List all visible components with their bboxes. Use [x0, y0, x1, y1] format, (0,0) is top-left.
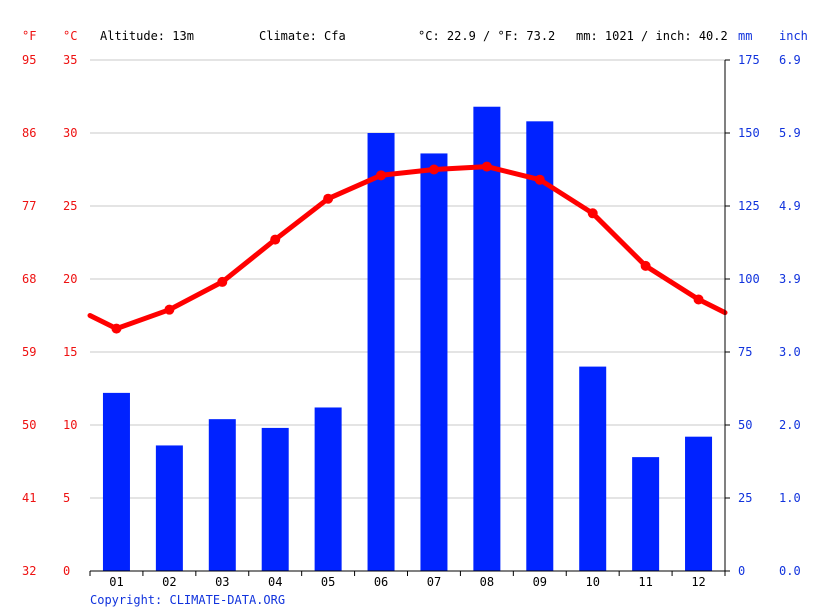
y-tick-label-mm: 0	[738, 564, 745, 578]
x-tick-label: 04	[268, 575, 282, 589]
temperature-line-path	[87, 164, 728, 332]
y-tick-label-celsius: 35	[63, 53, 77, 67]
y-tick-label-mm: 100	[738, 272, 760, 286]
x-tick-label: 06	[374, 575, 388, 589]
y-tick-label-fahrenheit: 41	[22, 491, 36, 505]
y-tick-label-fahrenheit: 50	[22, 418, 36, 432]
x-tick-label: 08	[480, 575, 494, 589]
y-tick-label-celsius: 30	[63, 126, 77, 140]
precipitation-bar	[314, 407, 342, 571]
x-tick-label: 01	[109, 575, 123, 589]
y-tick-label-mm: 75	[738, 345, 752, 359]
temperature-point	[270, 234, 281, 245]
temperature-point	[640, 260, 651, 271]
temperature-point	[481, 161, 492, 172]
y-tick-label-mm: 175	[738, 53, 760, 67]
temperature-point	[217, 276, 228, 287]
precipitation-bar	[261, 427, 289, 571]
temperature-point	[323, 193, 334, 204]
y-tick-label-fahrenheit: 32	[22, 564, 36, 578]
copyright-text: Copyright: CLIMATE-DATA.ORG	[90, 593, 285, 607]
y-tick-label-mm: 25	[738, 491, 752, 505]
temperature-point	[587, 208, 598, 219]
temperature-point	[428, 164, 439, 175]
precipitation-bar	[102, 392, 130, 571]
x-tick-label: 11	[638, 575, 652, 589]
unit-fahrenheit-label: °F	[22, 29, 36, 43]
grid-lines	[90, 59, 725, 499]
y-tick-label-celsius: 20	[63, 272, 77, 286]
precipitation-bar	[579, 366, 607, 571]
y-tick-label-inch: 4.9	[779, 199, 801, 213]
y-tick-label-inch: 1.0	[779, 491, 801, 505]
y-tick-label-mm: 50	[738, 418, 752, 432]
y-tick-label-celsius: 15	[63, 345, 77, 359]
unit-mm-label: mm	[738, 29, 752, 43]
precipitation-bar	[420, 153, 448, 571]
x-tick-label: 12	[691, 575, 705, 589]
temperature-point	[534, 174, 545, 185]
precipitation-bars	[102, 106, 713, 571]
y-tick-label-inch: 3.9	[779, 272, 801, 286]
x-tick-label: 07	[427, 575, 441, 589]
precipitation-bar	[526, 121, 554, 571]
x-tick-label: 09	[533, 575, 547, 589]
x-tick-label: 02	[162, 575, 176, 589]
altitude-label: Altitude: 13m	[100, 29, 194, 43]
axes	[89, 59, 730, 576]
temperature-line	[87, 161, 728, 334]
precipitation-bar	[208, 419, 236, 571]
temperature-point	[693, 294, 704, 305]
temperature-point	[376, 170, 387, 181]
y-tick-label-inch: 0.0	[779, 564, 801, 578]
precipitation-bar	[367, 133, 395, 571]
y-tick-label-inch: 3.0	[779, 345, 801, 359]
x-tick-label: 05	[321, 575, 335, 589]
temperature-average-label: °C: 22.9 / °F: 73.2	[418, 29, 555, 43]
precipitation-total-label: mm: 1021 / inch: 40.2	[576, 29, 728, 43]
y-tick-label-mm: 125	[738, 199, 760, 213]
unit-celsius-label: °C	[63, 29, 77, 43]
y-tick-label-celsius: 10	[63, 418, 77, 432]
temperature-point	[111, 323, 122, 334]
y-tick-label-inch: 2.0	[779, 418, 801, 432]
precipitation-bar	[685, 436, 713, 571]
climate-label: Climate: Cfa	[259, 29, 346, 43]
precipitation-bar	[155, 445, 183, 571]
y-tick-label-fahrenheit: 77	[22, 199, 36, 213]
x-tick-label: 10	[585, 575, 599, 589]
y-tick-label-celsius: 0	[63, 564, 70, 578]
y-tick-label-fahrenheit: 68	[22, 272, 36, 286]
y-tick-label-inch: 6.9	[779, 53, 801, 67]
y-tick-label-celsius: 5	[63, 491, 70, 505]
unit-inch-label: inch	[779, 29, 808, 43]
precipitation-bar	[632, 457, 660, 571]
y-tick-label-fahrenheit: 86	[22, 126, 36, 140]
y-tick-label-fahrenheit: 95	[22, 53, 36, 67]
tick-labels: 32 0 0 0.041 5 25 1.050 10 50 2.059 15 75 3.068 20 100…	[22, 53, 801, 589]
y-tick-label-inch: 5.9	[779, 126, 801, 140]
precipitation-bar	[473, 106, 501, 571]
y-tick-label-mm: 150	[738, 126, 760, 140]
temperature-point	[164, 304, 175, 315]
y-tick-label-fahrenheit: 59	[22, 345, 36, 359]
y-tick-label-celsius: 25	[63, 199, 77, 213]
x-tick-label: 03	[215, 575, 229, 589]
